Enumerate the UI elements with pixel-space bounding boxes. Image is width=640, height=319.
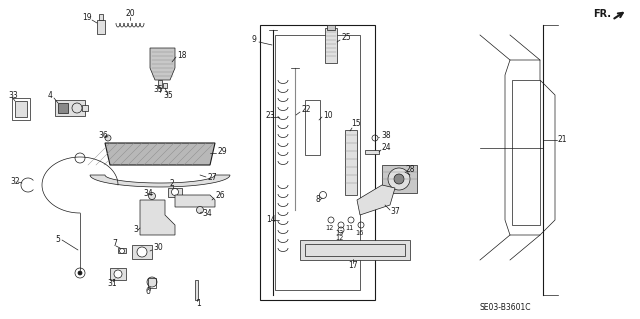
Bar bbox=[305, 244, 405, 256]
Bar bbox=[195, 280, 198, 300]
Bar bbox=[118, 248, 126, 253]
Polygon shape bbox=[140, 200, 175, 235]
Bar bbox=[12, 98, 30, 120]
Polygon shape bbox=[175, 195, 215, 207]
Text: 21: 21 bbox=[558, 136, 568, 145]
Bar bbox=[163, 83, 167, 88]
Bar bbox=[132, 245, 152, 259]
Text: 38: 38 bbox=[381, 130, 390, 139]
Bar bbox=[345, 130, 357, 195]
Text: 33: 33 bbox=[8, 91, 18, 100]
Text: 35: 35 bbox=[163, 92, 173, 100]
Text: 35: 35 bbox=[153, 85, 163, 94]
Bar bbox=[99, 14, 103, 20]
Circle shape bbox=[394, 174, 404, 184]
Circle shape bbox=[147, 277, 157, 287]
Text: 34: 34 bbox=[202, 210, 212, 219]
Text: 4: 4 bbox=[48, 92, 53, 100]
Bar bbox=[512, 80, 540, 225]
Bar bbox=[382, 165, 417, 193]
Text: 30: 30 bbox=[153, 243, 163, 253]
Text: 12: 12 bbox=[335, 235, 344, 241]
Text: 14: 14 bbox=[266, 216, 276, 225]
Text: 23: 23 bbox=[266, 110, 276, 120]
Text: 25: 25 bbox=[341, 33, 351, 42]
Text: 32: 32 bbox=[10, 177, 20, 187]
Circle shape bbox=[105, 135, 111, 141]
Circle shape bbox=[137, 247, 147, 257]
Bar bbox=[325, 28, 337, 63]
Text: 16: 16 bbox=[355, 230, 364, 236]
Polygon shape bbox=[105, 143, 215, 165]
Polygon shape bbox=[357, 185, 395, 215]
Bar bbox=[82, 105, 88, 111]
Bar bbox=[275, 35, 360, 290]
Circle shape bbox=[196, 206, 204, 213]
Bar bbox=[55, 100, 85, 116]
Text: 7: 7 bbox=[112, 240, 117, 249]
Bar bbox=[365, 150, 379, 154]
Text: 24: 24 bbox=[382, 144, 392, 152]
Text: 15: 15 bbox=[351, 120, 360, 129]
Circle shape bbox=[148, 192, 156, 199]
Text: 5: 5 bbox=[55, 235, 60, 244]
Circle shape bbox=[114, 270, 122, 278]
Bar bbox=[300, 240, 410, 260]
Text: 37: 37 bbox=[390, 207, 400, 217]
Text: 20: 20 bbox=[125, 10, 134, 19]
Text: 34: 34 bbox=[143, 189, 153, 197]
Bar bbox=[15, 101, 27, 117]
Text: 19: 19 bbox=[82, 13, 92, 23]
Text: FR.: FR. bbox=[593, 9, 611, 19]
Text: 11: 11 bbox=[345, 225, 353, 231]
Text: 31: 31 bbox=[107, 278, 116, 287]
Bar bbox=[58, 103, 68, 113]
Bar bbox=[110, 268, 126, 280]
Circle shape bbox=[388, 168, 410, 190]
Text: 29: 29 bbox=[217, 147, 227, 157]
Circle shape bbox=[172, 189, 179, 196]
Text: 9: 9 bbox=[252, 35, 257, 44]
Text: 2: 2 bbox=[170, 180, 175, 189]
Polygon shape bbox=[150, 48, 175, 80]
Bar bbox=[168, 188, 182, 197]
Polygon shape bbox=[90, 175, 230, 187]
Text: SE03-B3601C: SE03-B3601C bbox=[480, 303, 531, 313]
Circle shape bbox=[120, 249, 125, 254]
Bar bbox=[260, 25, 375, 300]
Text: 10: 10 bbox=[323, 110, 333, 120]
Bar bbox=[327, 25, 335, 30]
Text: 27: 27 bbox=[207, 174, 216, 182]
Bar bbox=[158, 80, 162, 88]
Text: 22: 22 bbox=[301, 106, 310, 115]
Bar bbox=[305, 100, 320, 155]
Text: 1: 1 bbox=[196, 299, 201, 308]
Text: 8: 8 bbox=[315, 196, 320, 204]
Text: 13: 13 bbox=[335, 230, 343, 236]
Text: 18: 18 bbox=[177, 50, 186, 60]
Text: 17: 17 bbox=[348, 261, 358, 270]
Text: 3: 3 bbox=[133, 226, 138, 234]
Text: 28: 28 bbox=[405, 166, 415, 174]
Text: 26: 26 bbox=[215, 191, 225, 201]
Bar bbox=[97, 20, 105, 34]
Text: 36: 36 bbox=[98, 130, 108, 139]
Text: 12: 12 bbox=[325, 225, 333, 231]
Text: 6: 6 bbox=[146, 287, 151, 296]
Circle shape bbox=[78, 271, 82, 275]
Bar bbox=[148, 278, 156, 288]
Circle shape bbox=[72, 103, 82, 113]
